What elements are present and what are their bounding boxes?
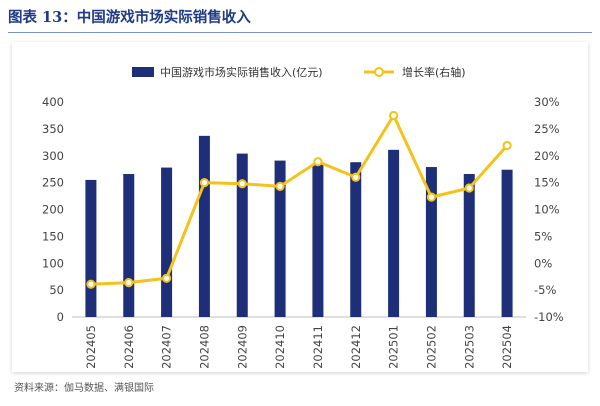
x-tick-label: 202408 [197, 325, 211, 369]
y-right-tick-label: -10% [534, 310, 564, 324]
chart-frame: 中国游戏市场实际销售收入(亿元) 增长率(右轴) 400 350 300 250 200 15… [12, 42, 588, 372]
growth-point-202502 [426, 192, 437, 202]
bar-202503 [463, 174, 475, 317]
x-tick-label: 202410 [273, 325, 287, 369]
y-left-tick-label: 250 [42, 176, 64, 190]
y-left-tick-label: 0 [57, 310, 64, 324]
bar-202501 [388, 149, 400, 317]
y-right-tick-label: 10% [534, 203, 560, 217]
bar-202406 [123, 174, 135, 317]
y-right-tick-label: 15% [534, 176, 560, 190]
bar-202502 [425, 167, 437, 317]
bar-202409 [236, 153, 248, 317]
bar-202407 [161, 167, 173, 317]
y-left-tick-label: 350 [42, 122, 64, 136]
x-tick-label: 202406 [122, 325, 136, 369]
growth-point-202406 [124, 278, 134, 288]
y-left-tick-label: 400 [42, 95, 64, 109]
bar-202412 [350, 162, 362, 317]
x-tick-label: 202412 [349, 325, 363, 369]
growth-point-202407 [161, 273, 172, 283]
y-right-tick-label: 20% [534, 149, 560, 163]
bar-202411 [312, 164, 324, 317]
bar-202408 [198, 135, 210, 317]
chart-svg: 中国游戏市场实际销售收入(亿元) 增长率(右轴) 400 350 300 250 200 15… [42, 65, 564, 369]
bar-202405 [85, 179, 97, 317]
growth-point-202501 [388, 110, 399, 121]
x-tick-label: 202405 [84, 325, 98, 369]
y-right-tick-label: -5% [534, 283, 556, 297]
growth-line [90, 113, 509, 286]
growth-point-202410 [275, 181, 285, 191]
legend-label-line: 增长率(右轴) [402, 65, 466, 79]
x-tick-label: 202502 [424, 325, 438, 369]
x-tick-label: 202411 [311, 325, 325, 369]
growth-point-202411 [313, 157, 323, 167]
growth-point-202408 [199, 178, 210, 188]
legend-label-bar: 中国游戏市场实际销售收入(亿元) [160, 65, 323, 79]
bar-202504 [501, 169, 513, 317]
growth-point-202405 [86, 279, 96, 289]
y-left-tick-label: 150 [42, 229, 64, 243]
source-note: 资料来源：伽马数据、满银国际 [14, 383, 154, 394]
y-left-tick-label: 200 [42, 203, 64, 217]
title-divider [8, 32, 592, 33]
growth-point-202412 [351, 172, 361, 182]
x-tick-label: 202504 [500, 325, 514, 369]
y-right-tick-label: 25% [534, 122, 560, 136]
y-right-tick-label: 5% [534, 229, 552, 243]
growth-point-202503 [464, 183, 474, 193]
bar-202410 [274, 160, 286, 317]
y-right-tick-label: 0% [534, 256, 552, 270]
x-tick-label: 202501 [387, 325, 401, 369]
y-right-tick-label: 30% [534, 95, 560, 109]
x-tick-label: 202503 [462, 325, 476, 369]
legend-marker-line [374, 67, 384, 77]
y-left-tick-label: 50 [49, 283, 64, 297]
growth-point-202409 [237, 179, 247, 189]
growth-point-202504 [502, 140, 512, 151]
y-left-tick-label: 300 [42, 149, 64, 163]
legend-swatch-bar [132, 67, 154, 77]
y-left-tick-label: 100 [42, 256, 64, 270]
x-tick-label: 202407 [160, 325, 174, 369]
x-tick-label: 202409 [235, 325, 249, 369]
figure-title: 图表 13：中国游戏市场实际销售收入 [8, 9, 251, 26]
